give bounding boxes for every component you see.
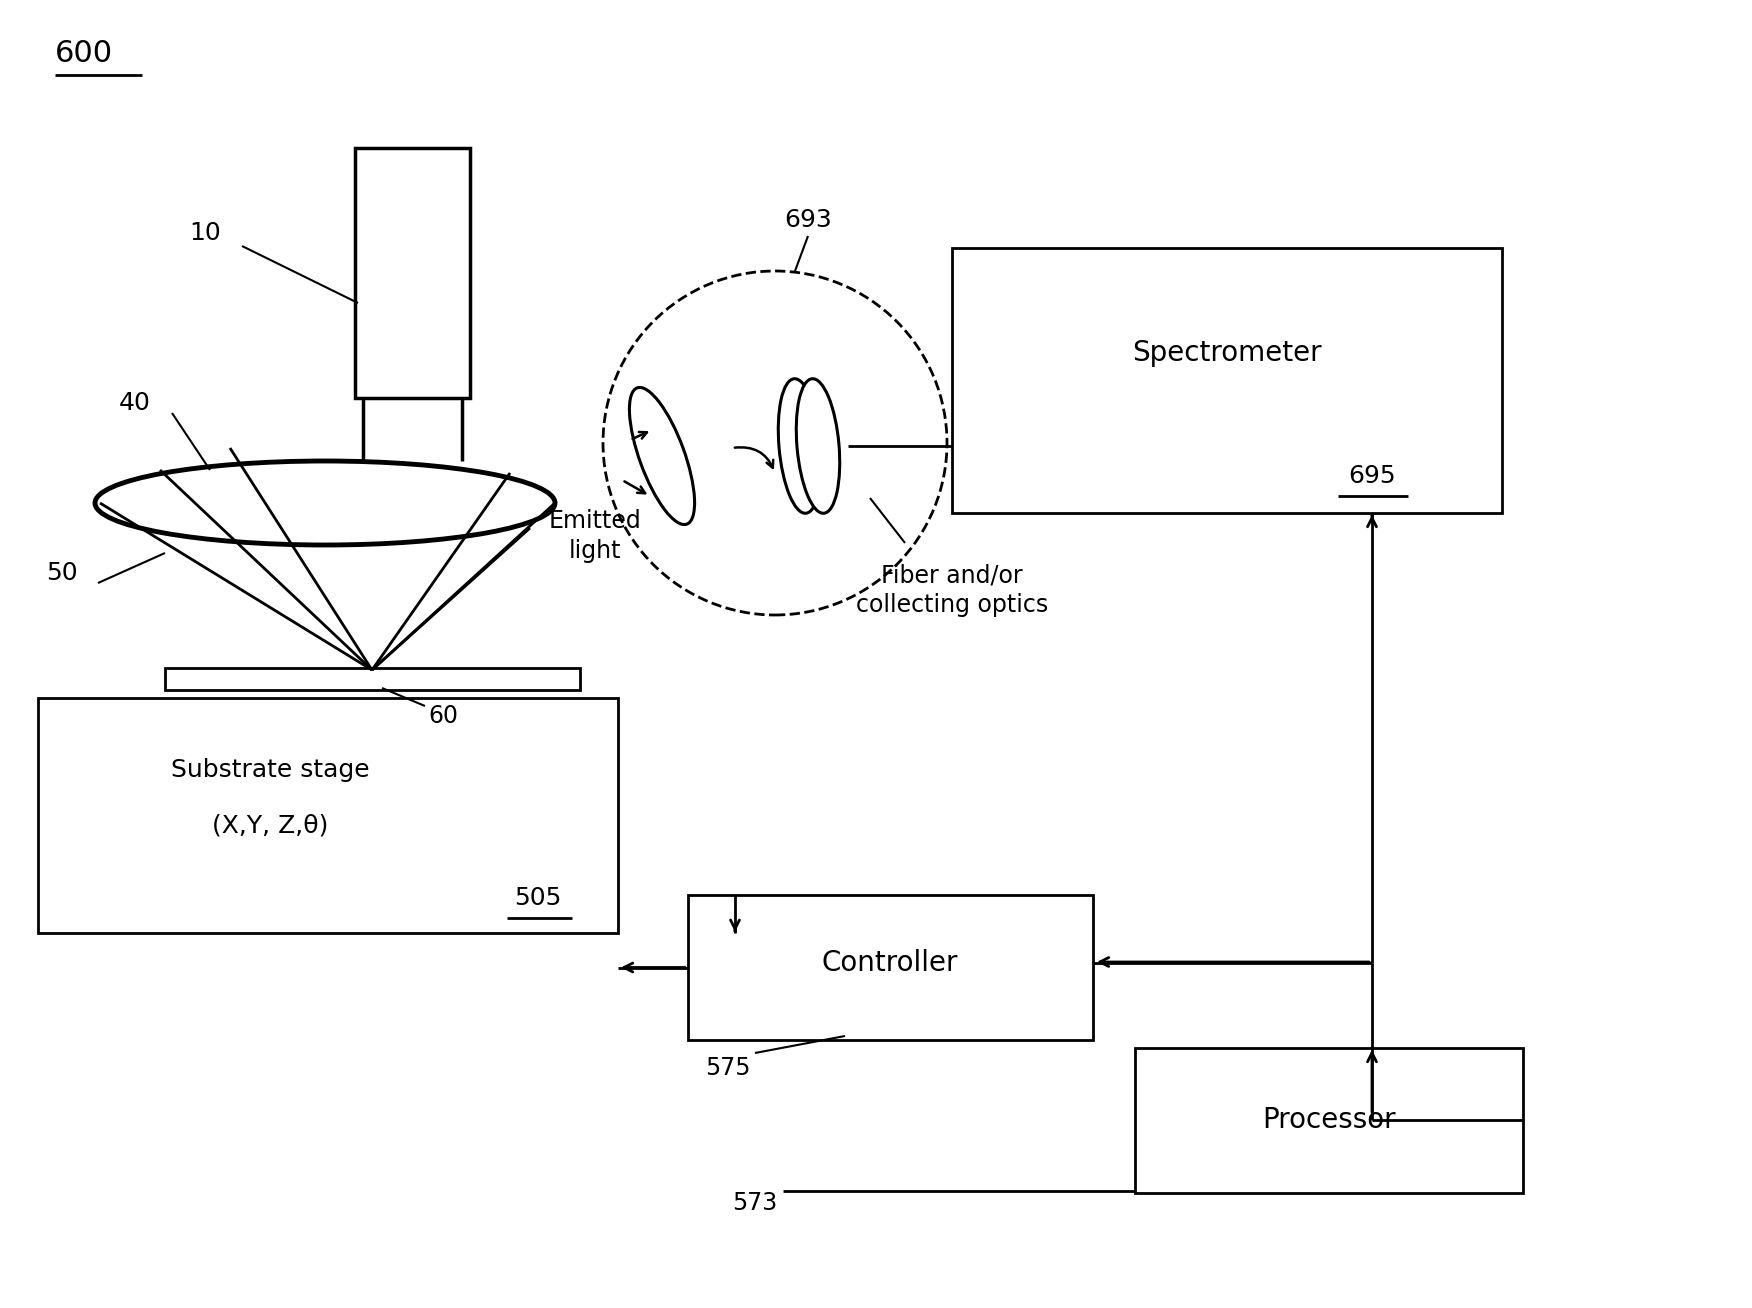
- Text: 40: 40: [119, 391, 151, 415]
- Text: 600: 600: [54, 38, 114, 68]
- Ellipse shape: [95, 460, 555, 545]
- Text: Fiber and/or
collecting optics: Fiber and/or collecting optics: [857, 564, 1048, 617]
- Text: 693: 693: [785, 208, 832, 232]
- Bar: [39, 698, 618, 933]
- Ellipse shape: [795, 379, 839, 513]
- Text: Spectrometer: Spectrometer: [1132, 339, 1321, 368]
- Bar: [1135, 1048, 1522, 1193]
- Text: 505: 505: [515, 886, 562, 910]
- Bar: [689, 895, 1093, 1040]
- Text: 695: 695: [1349, 464, 1396, 488]
- Text: 60: 60: [427, 704, 457, 729]
- Text: Controller: Controller: [822, 950, 958, 977]
- Text: 575: 575: [706, 1056, 752, 1080]
- Bar: [951, 249, 1501, 513]
- Text: (X,Y, Z,θ): (X,Y, Z,θ): [212, 814, 328, 838]
- Text: 573: 573: [732, 1192, 778, 1215]
- Bar: [165, 668, 580, 691]
- Bar: [356, 148, 470, 398]
- Text: Processor: Processor: [1261, 1107, 1396, 1134]
- Text: Substrate stage: Substrate stage: [170, 759, 370, 782]
- Ellipse shape: [629, 387, 694, 525]
- Text: 10: 10: [189, 221, 221, 245]
- Ellipse shape: [778, 379, 822, 513]
- Text: 50: 50: [46, 561, 77, 585]
- Text: Emitted
light: Emitted light: [548, 509, 641, 562]
- Circle shape: [603, 271, 948, 615]
